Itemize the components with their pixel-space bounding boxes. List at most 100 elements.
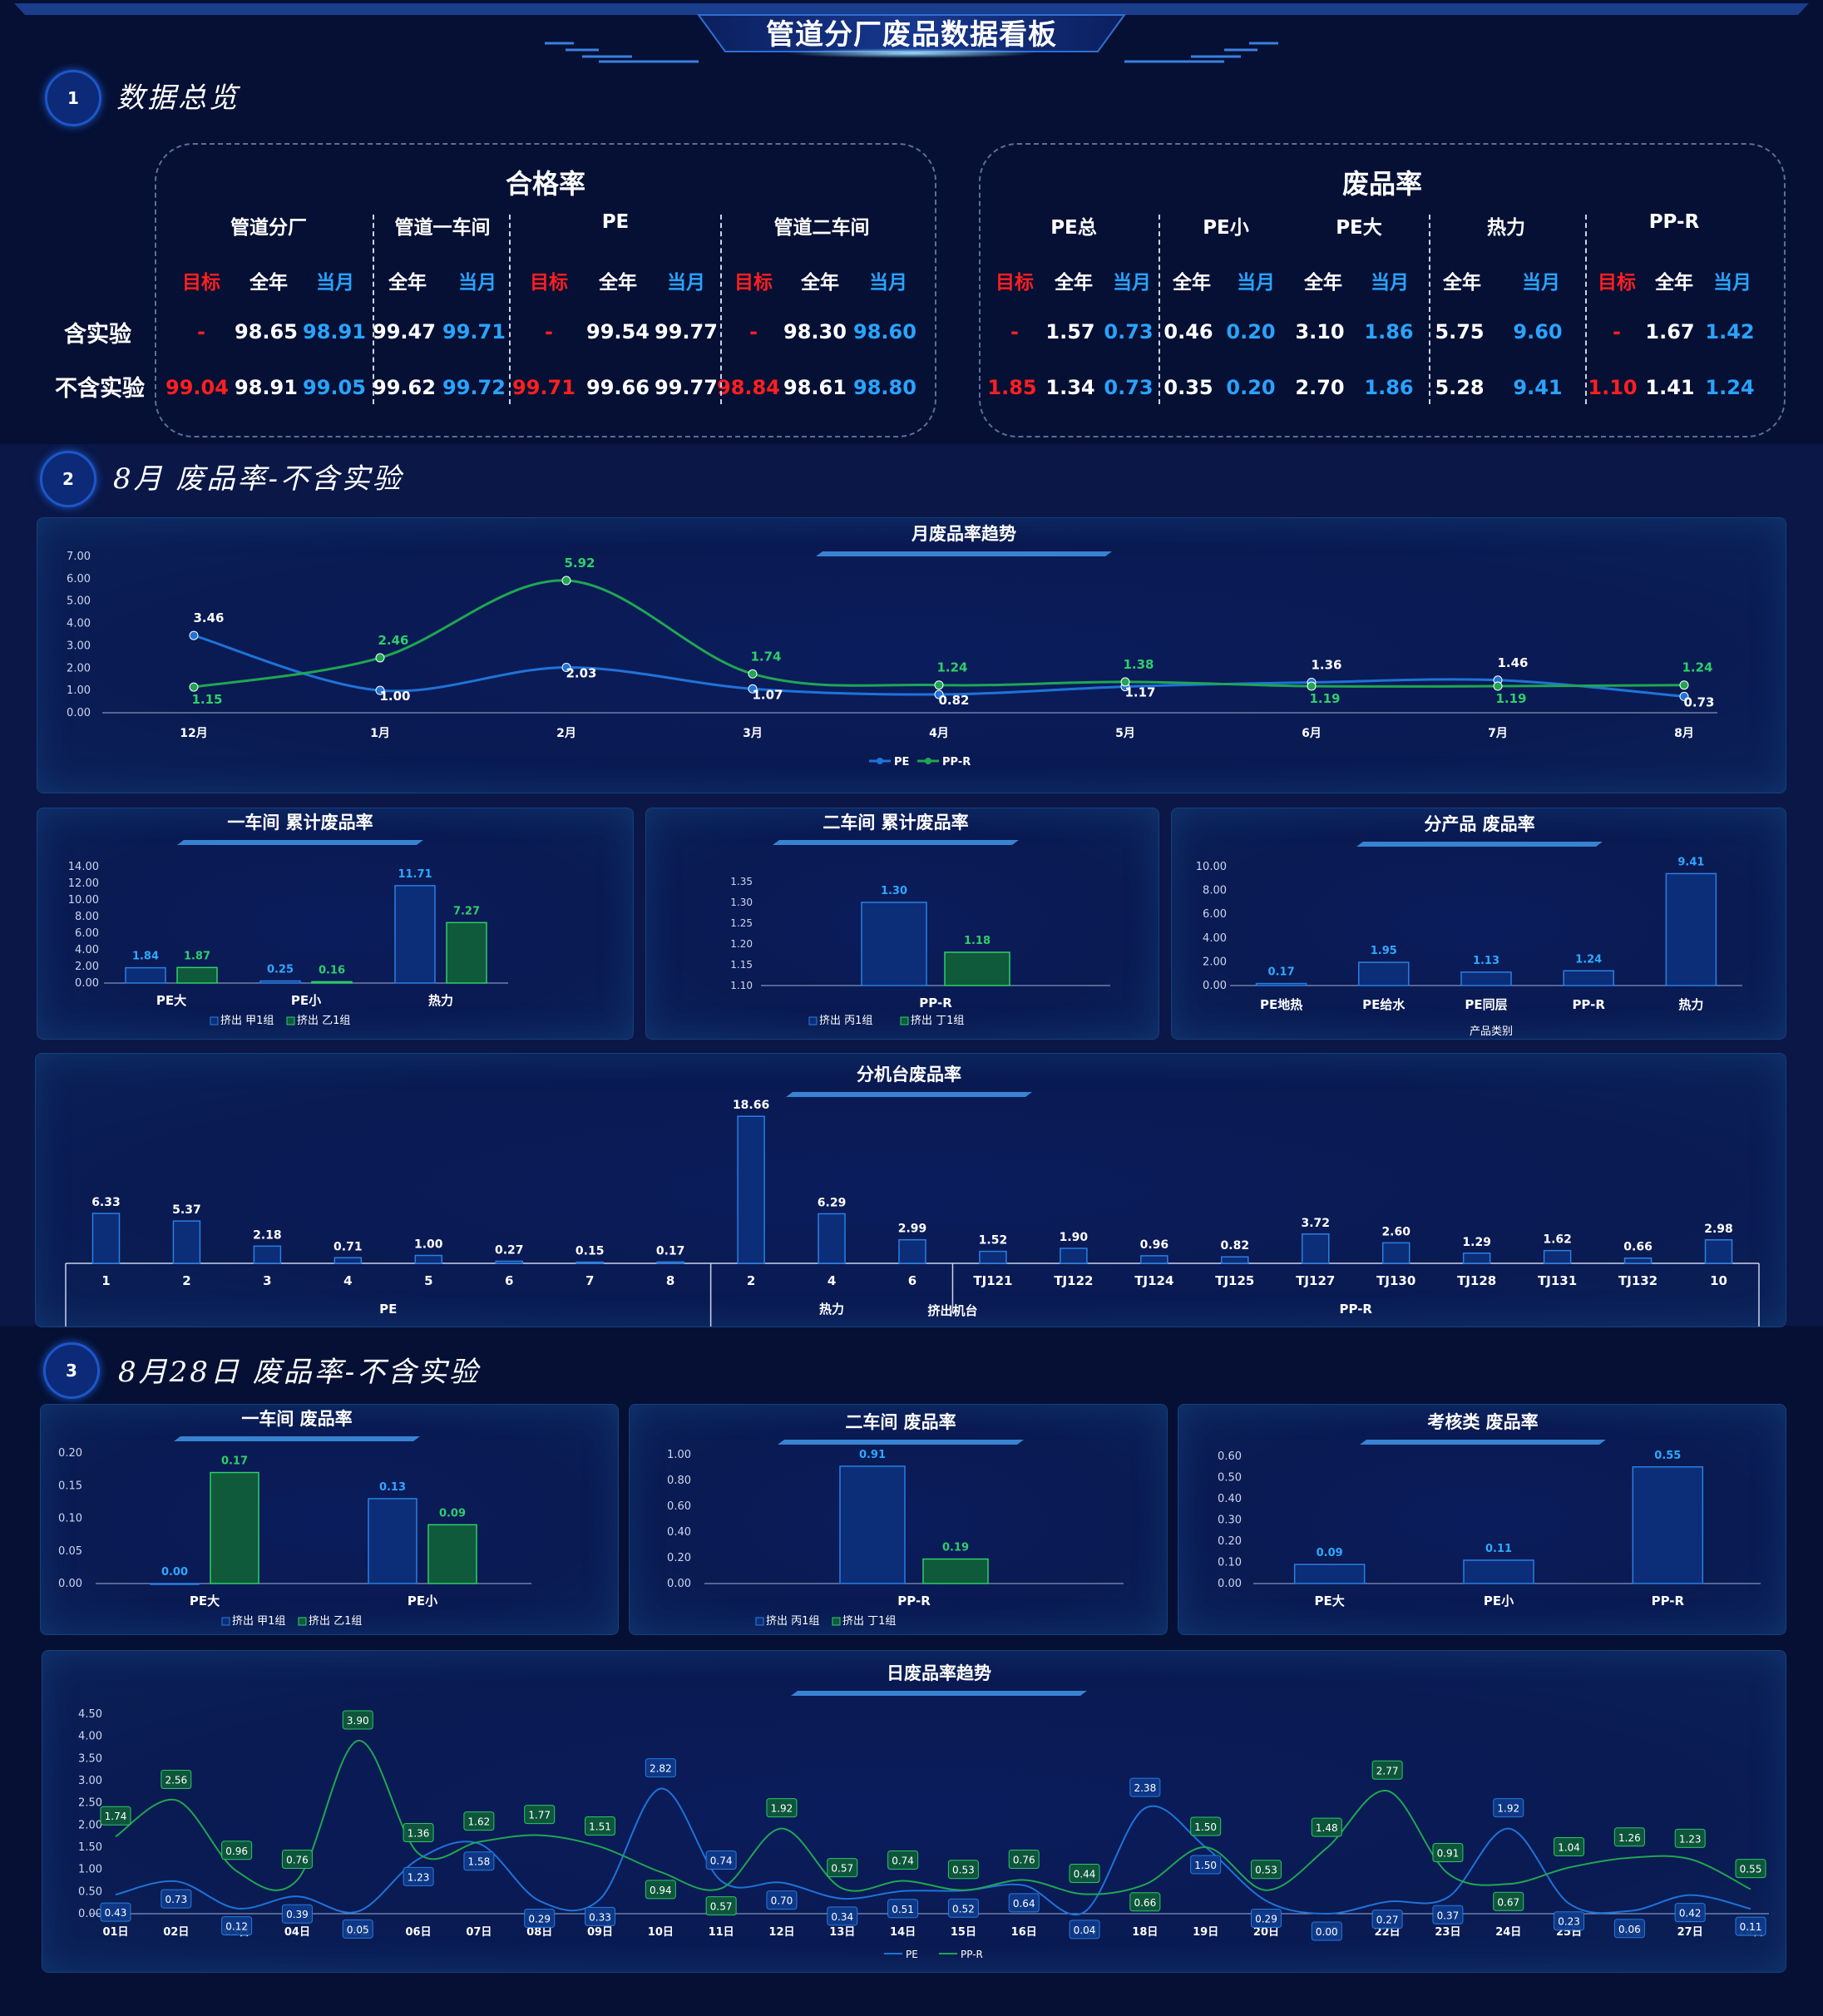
data-label: 1.90 xyxy=(1060,1231,1089,1244)
data-point xyxy=(189,630,199,640)
data-label: 0.09 xyxy=(1317,1547,1343,1559)
sr-val-3-1-1: 9.41 xyxy=(1513,376,1563,399)
pp-col-0-0: 目标 xyxy=(182,272,220,294)
sr-val-3-1-0: 5.28 xyxy=(1435,376,1485,399)
daily-trend-chart: 日废品率趋势 0.00 0.50 1.00 1.50 2.00 2.50 3.00 3.50 4.… xyxy=(42,1650,1786,1973)
data-label: 0.16 xyxy=(319,964,345,976)
data-label-box xyxy=(705,1850,737,1870)
data-label: 3.72 xyxy=(1301,1217,1330,1230)
sr-val-1-0-1: 0.20 xyxy=(1226,320,1276,343)
legend-swatch xyxy=(286,1016,295,1025)
pp-separator xyxy=(373,215,374,404)
x-tick-label: PE同层 xyxy=(1465,997,1507,1012)
data-label-box xyxy=(766,1890,798,1910)
legend-swatch xyxy=(832,1617,841,1626)
y-tick-label: 0.20 xyxy=(667,1552,691,1564)
data-label: 0.53 xyxy=(1255,1865,1277,1876)
data-label: 1.15 xyxy=(191,692,222,707)
data-label: 0.66 xyxy=(1623,1241,1653,1254)
chart-title: 二车间 累计废品率 xyxy=(823,813,968,833)
data-label: 1.52 xyxy=(979,1234,1008,1248)
bar xyxy=(394,885,436,984)
sr-val-4-0-2: 1.42 xyxy=(1705,320,1755,343)
x-tick-label: 4月 xyxy=(929,727,949,740)
pp-val-0-0-1: 98.65 xyxy=(235,320,298,343)
pp-val-1-1-1: 99.72 xyxy=(442,376,506,399)
sr-col-4-0: 目标 xyxy=(1598,272,1636,294)
data-label-box xyxy=(524,1805,556,1825)
bar xyxy=(1358,961,1410,986)
data-label: 2.99 xyxy=(898,1223,927,1236)
chart-title-underline xyxy=(816,551,1112,556)
bar xyxy=(253,1245,282,1264)
data-label: 0.53 xyxy=(952,1865,975,1876)
data-label: 2.77 xyxy=(1376,1765,1399,1776)
bar xyxy=(737,1115,765,1264)
legend-label: PE xyxy=(894,756,909,768)
data-point xyxy=(934,689,944,699)
y-tick-label: 0.10 xyxy=(58,1513,82,1525)
bar xyxy=(922,1558,989,1584)
data-label: 1.62 xyxy=(1543,1233,1572,1247)
data-label: 1.24 xyxy=(936,660,967,675)
pp-col-3-0: 目标 xyxy=(734,272,773,294)
y-tick-label: 10.00 xyxy=(1196,861,1227,873)
bar xyxy=(1704,1239,1733,1264)
pp-col-2-1: 全年 xyxy=(599,272,637,294)
x-tick-label: TJ122 xyxy=(1054,1273,1093,1288)
data-label-box xyxy=(1129,1777,1161,1797)
data-label-box xyxy=(1311,1817,1342,1837)
data-label: 2.38 xyxy=(1134,1782,1156,1794)
data-label-box xyxy=(161,1769,192,1789)
x-tick-label: 6 xyxy=(908,1273,916,1288)
pp-col-2-2: 当月 xyxy=(667,272,705,294)
data-label-box xyxy=(645,1880,676,1900)
x-tick-label: 07日 xyxy=(466,1926,492,1939)
data-label: 0.42 xyxy=(1679,1908,1702,1920)
data-label: 1.46 xyxy=(1497,655,1528,670)
x-tick-label: 4 xyxy=(343,1273,352,1288)
x-tick-label: 11日 xyxy=(709,1926,734,1939)
data-label: 0.17 xyxy=(1268,966,1295,979)
x-tick-label: 16日 xyxy=(1011,1926,1037,1939)
x-tick-label: 15日 xyxy=(951,1926,976,1939)
sr-col-0-0: 目标 xyxy=(995,272,1034,294)
bar xyxy=(495,1260,523,1264)
y-tick-label: 0.00 xyxy=(1218,1578,1242,1590)
data-label: 3.46 xyxy=(193,610,224,625)
sr-group-4: PP-R xyxy=(1648,211,1700,233)
sr-val-4-1-2: 1.24 xyxy=(1705,376,1755,399)
panel-scrap: 废品率 xyxy=(979,143,1786,437)
group-label: 热力 xyxy=(819,1302,844,1317)
data-label: 0.09 xyxy=(439,1507,466,1519)
y-tick-label: 4.00 xyxy=(1203,932,1227,945)
data-label: 0.64 xyxy=(1013,1898,1035,1910)
data-label-box xyxy=(1190,1855,1222,1875)
x-tick-label: 02日 xyxy=(163,1926,189,1939)
x-tick-label: 1 xyxy=(101,1273,110,1288)
pp-val-2-0-0: - xyxy=(545,320,553,343)
series-line-ppr xyxy=(115,1739,1751,1895)
bar xyxy=(125,966,166,984)
x-tick-label: 18日 xyxy=(1132,1926,1158,1939)
x-tick-label: 4 xyxy=(828,1273,836,1288)
pp-separator xyxy=(720,215,722,404)
data-label-box xyxy=(281,1904,313,1924)
chart-title: 分机台废品率 xyxy=(857,1065,961,1085)
bar xyxy=(172,1220,201,1264)
y-tick-label: 1.00 xyxy=(78,1864,102,1876)
y-tick-label: 1.10 xyxy=(730,980,753,991)
page-title: 管道分厂废品数据看板 xyxy=(766,18,1057,52)
data-label: 1.50 xyxy=(1194,1860,1217,1871)
sr-val-4-1-1: 1.41 xyxy=(1645,376,1695,399)
chart-title-underline xyxy=(786,1092,1032,1097)
x-tick-label: 热力 xyxy=(428,993,453,1008)
y-tick-label: 6.00 xyxy=(1203,908,1227,921)
bar xyxy=(1632,1466,1704,1584)
data-label: 1.07 xyxy=(752,687,783,702)
bar xyxy=(861,902,927,986)
y-tick-label: 1.35 xyxy=(730,876,753,887)
group-label: PP-R xyxy=(1339,1302,1372,1317)
section1-num: 1 xyxy=(45,70,101,126)
data-label: 0.76 xyxy=(286,1854,309,1865)
